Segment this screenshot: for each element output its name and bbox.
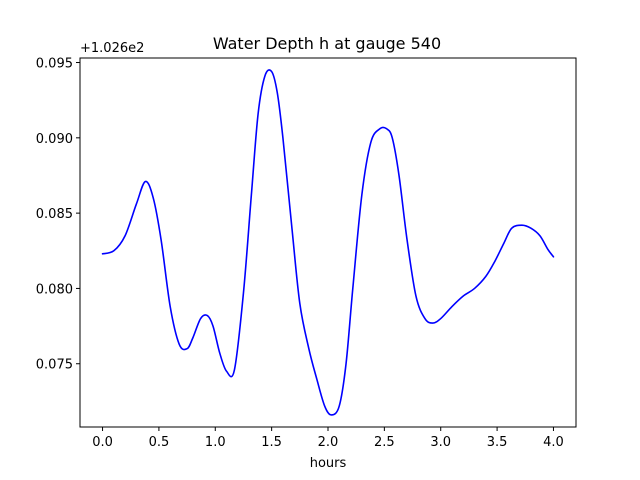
x-tick-label: 0.0 xyxy=(92,435,113,450)
x-tick-label: 4.0 xyxy=(543,435,564,450)
x-tick-label: 1.5 xyxy=(261,435,282,450)
chart-title: Water Depth h at gauge 540 xyxy=(213,34,441,53)
y-tick-label: 0.080 xyxy=(36,282,73,297)
series-line-0 xyxy=(101,69,555,416)
x-tick-label: 3.5 xyxy=(487,435,508,450)
y-tick-label: 0.090 xyxy=(36,132,73,147)
plot-area: 0.0 0.5 1.0 1.5 2.0 2.5 3.0 3.5 4.0 0.075 0.080 0.0… xyxy=(36,57,577,450)
x-tick-label: 1.0 xyxy=(205,435,226,450)
y-offset-text: +1.026e2 xyxy=(80,41,144,56)
x-tick-label: 0.5 xyxy=(149,435,170,450)
x-tick-label: 2.0 xyxy=(318,435,339,450)
x-axis-label: hours xyxy=(310,456,347,471)
x-tick-label: 3.0 xyxy=(430,435,451,450)
y-tick-label: 0.085 xyxy=(36,207,73,222)
y-tick-label: 0.075 xyxy=(36,358,73,373)
x-tick-label: 2.5 xyxy=(374,435,395,450)
y-tick-label: 0.095 xyxy=(36,57,73,72)
